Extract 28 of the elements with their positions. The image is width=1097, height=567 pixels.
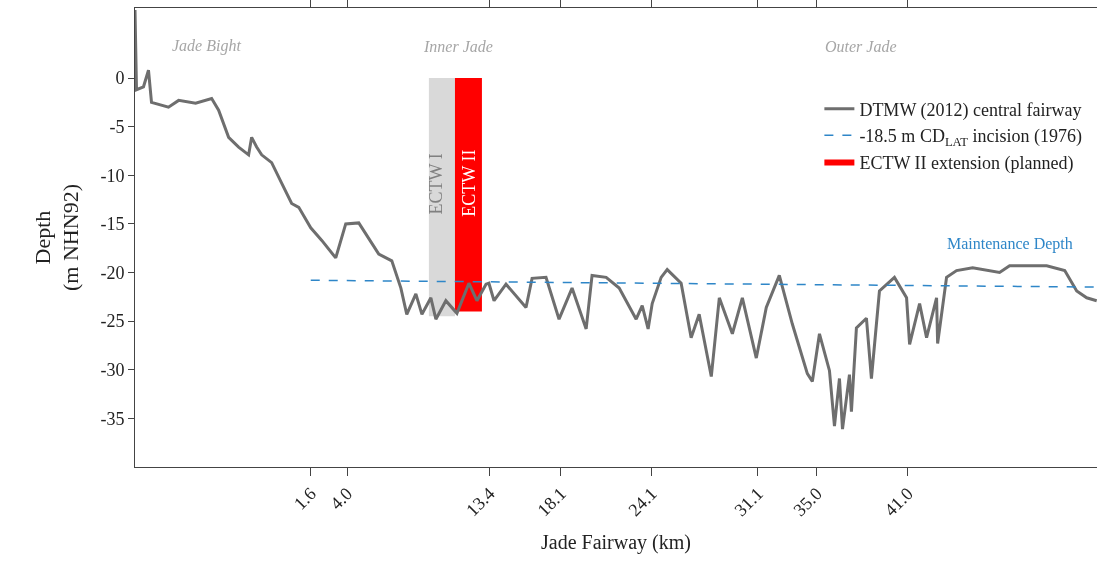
- y-tick-label: -10: [100, 165, 125, 186]
- x-tick-label: 13.4: [462, 483, 499, 521]
- y-tick-label: -35: [100, 408, 125, 429]
- y-tick-label: -5: [109, 116, 125, 137]
- x-tick-label: 41.0: [880, 483, 917, 521]
- y-axis-title: Depth (m NHN92): [29, 184, 84, 291]
- legend-label: DTMW (2012) central fairway: [859, 99, 1082, 121]
- annotation: Outer Jade: [825, 38, 897, 55]
- x-tick-label: 18.1: [533, 483, 570, 521]
- x-tick-label: 1.6: [289, 483, 320, 514]
- y-tick-label: -20: [100, 262, 125, 283]
- legend-label: -18.5 m CD$_{LAT}$ incision (1976): [859, 126, 1082, 150]
- x-tick-label: 4.0: [326, 483, 357, 514]
- annotation: ECTW II: [458, 149, 479, 217]
- y-tick-label: -15: [100, 214, 125, 235]
- y-tick-label: 0: [115, 68, 125, 89]
- legend-label: ECTW II extension (planned): [859, 152, 1074, 174]
- x-axis-title: Jade Fairway (km): [541, 530, 691, 554]
- annotation: Inner Jade: [423, 38, 493, 55]
- x-tick-label: 31.1: [730, 483, 767, 521]
- annotation: Maintenance Depth: [947, 235, 1073, 253]
- annotation: ECTW I: [425, 153, 446, 215]
- annotation: Jade Bight: [172, 37, 242, 55]
- line-series: [135, 8, 1097, 431]
- x-tick-label: 24.1: [624, 483, 661, 521]
- y-tick-label: -30: [100, 360, 125, 381]
- x-tick-label: 35.0: [789, 483, 826, 521]
- y-tick-label: -25: [100, 311, 125, 332]
